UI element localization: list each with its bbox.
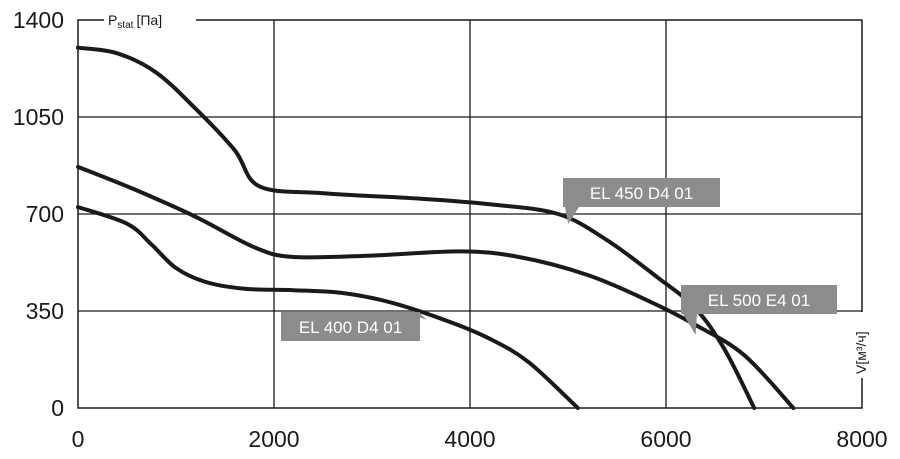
series-callouts: EL 450 D4 01 EL 500 E4 01 EL 400 D4 01 — [281, 178, 837, 341]
tick-labels: 0 2000 4000 6000 8000 0 350 700 1050 1400 — [13, 7, 888, 452]
series-line-el-450-d4-01 — [76, 45, 757, 410]
y-tick-label: 700 — [26, 201, 64, 227]
grid-lines — [78, 20, 862, 408]
y-tick-label: 1050 — [13, 104, 64, 130]
series-label-box — [281, 312, 420, 341]
series-label-text: EL 500 E4 01 — [708, 291, 810, 310]
y-tick-label: 350 — [26, 298, 64, 324]
y-axis-title-backdrop — [104, 9, 196, 31]
series-label-box — [681, 285, 837, 314]
plot-border — [77, 19, 863, 409]
y-tick-label: 0 — [51, 395, 64, 421]
series-label-el-450-d4-01: EL 450 D4 01 — [563, 178, 720, 224]
x-axis-title: V[м³/ч] — [853, 331, 869, 374]
y-tick-label: 1400 — [13, 7, 64, 33]
x-tick-label: 8000 — [836, 426, 887, 452]
x-tick-label: 6000 — [640, 426, 691, 452]
series-curves — [76, 45, 796, 410]
y-axis-title: Pstat [Па] — [108, 12, 162, 31]
series-label-el-500-e4-01: EL 500 E4 01 — [681, 285, 837, 335]
series-label-el-400-d4-01: EL 400 D4 01 — [281, 312, 427, 341]
x-tick-label: 4000 — [444, 426, 495, 452]
x-axis-title-backdrop — [852, 312, 870, 378]
series-label-text: EL 400 D4 01 — [299, 318, 402, 337]
series-label-pointer — [565, 207, 579, 224]
series-label-pointer — [683, 314, 697, 335]
series-line-el-400-d4-01 — [76, 205, 580, 410]
x-tick-label: 2000 — [248, 426, 299, 452]
series-label-pointer — [402, 312, 427, 320]
series-label-text: EL 450 D4 01 — [590, 184, 693, 203]
series-label-box — [563, 178, 720, 207]
plot-frame — [77, 19, 863, 409]
x-tick-label: 0 — [72, 426, 85, 452]
